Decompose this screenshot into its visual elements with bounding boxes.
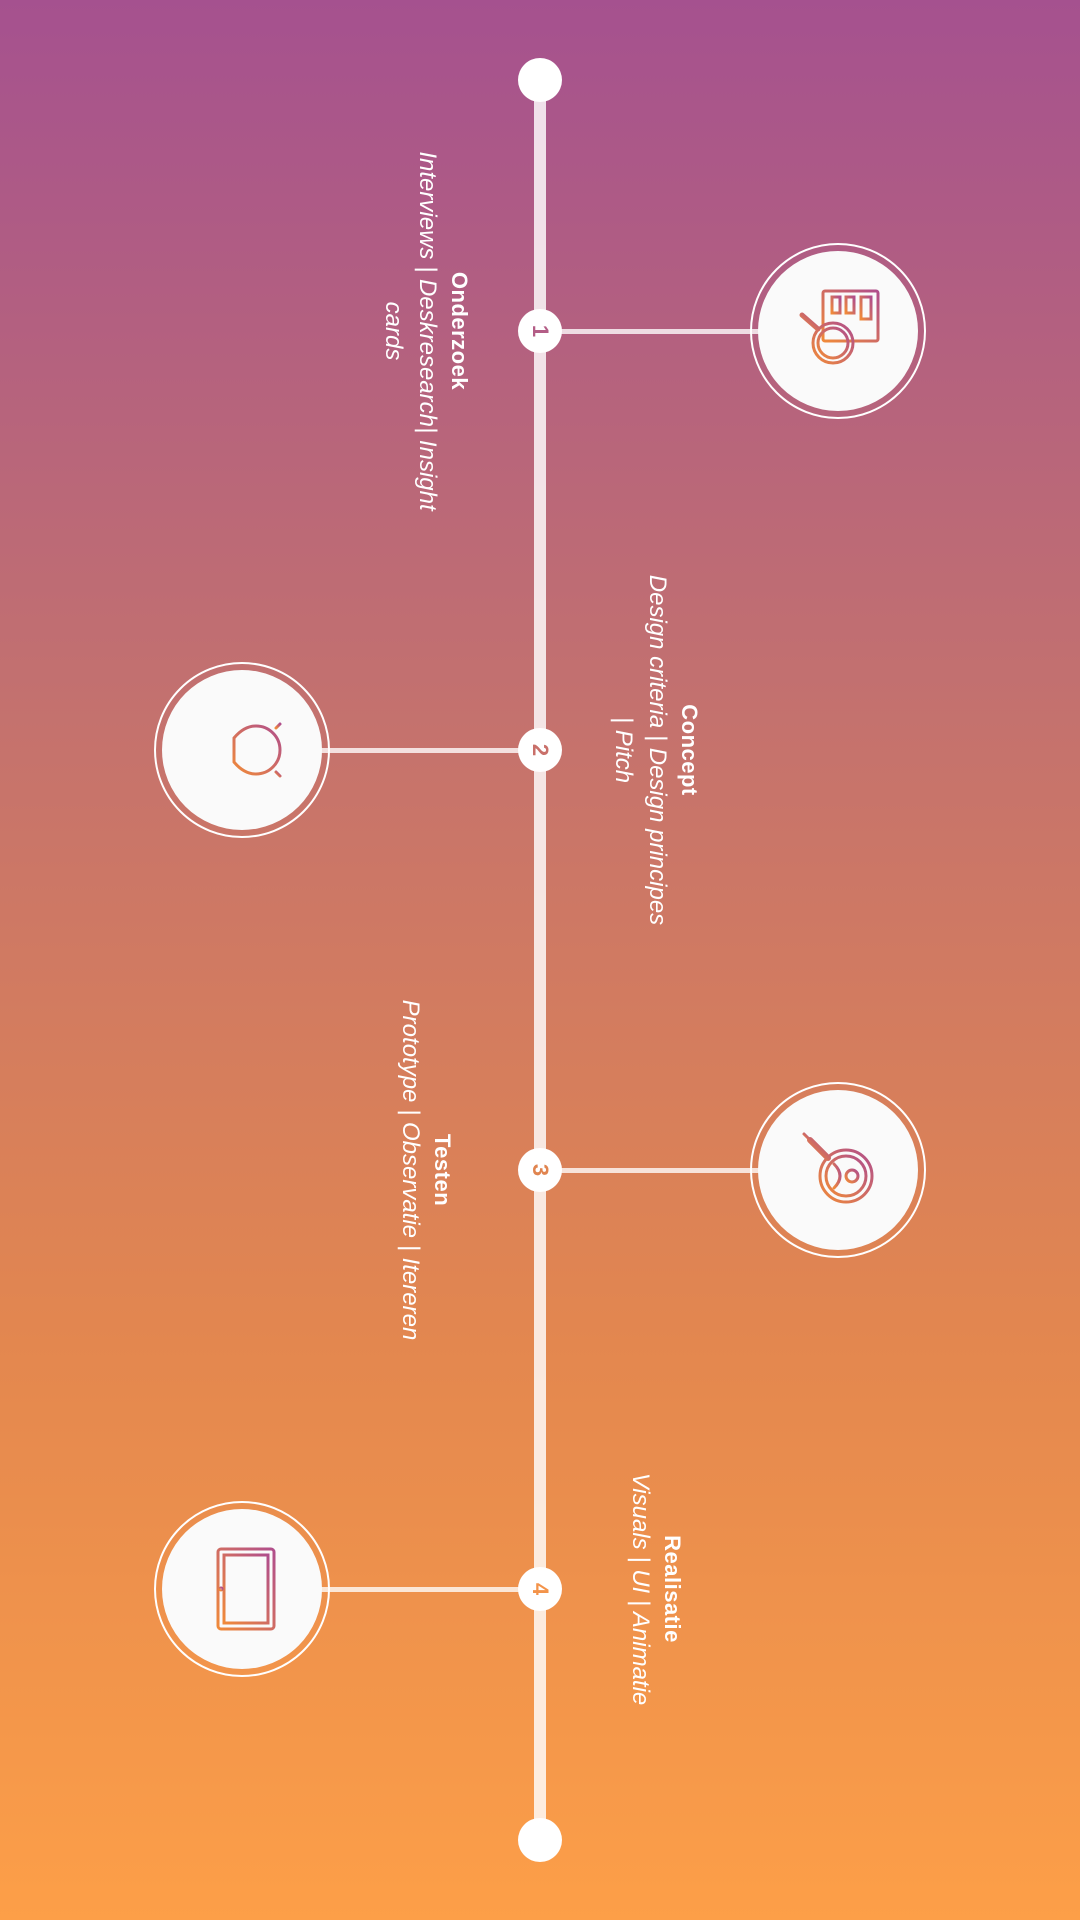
research-magnifier-icon [799,289,880,365]
step-2-number-badge: 2 [518,728,562,772]
step-3-description: Prototype | Observatie | Itereren [397,999,424,1341]
step-4-label: Realisatie Visuals | UI | Animatie [623,1409,687,1769]
step-1-connector [540,329,840,334]
step-4-number-badge: 4 [518,1567,562,1611]
step-3-icon-badge [750,1082,926,1258]
timeline-track [534,80,546,1840]
timeline-start-dot [518,58,562,102]
step-1-title: Onderzoek [447,271,472,391]
step-2-description: Design criteria | Design principes | Pit… [610,574,671,926]
step-4-number: 4 [528,1582,553,1596]
step-1-description: Interviews | Deskresearch| Insight cards [380,151,441,511]
step-1-label: Onderzoek Interviews | Deskresearch| Ins… [376,151,474,511]
monitor-icon [201,1547,276,1631]
step-1-icon-badge [750,243,926,419]
step-3-connector [540,1168,840,1173]
step-4-connector [242,1587,540,1592]
step-4-icon-badge [154,1501,330,1677]
user-magnifier-icon [802,1132,874,1204]
step-4-description: Visuals | UI | Animatie [627,1472,654,1706]
step-3-title: Testen [430,1133,455,1207]
timeline-end-dot [518,1818,562,1862]
step-2-label: Concept Design criteria | Design princip… [606,570,704,930]
step-2-connector [242,748,540,753]
step-2-number: 2 [528,743,553,757]
step-4-title: Realisatie [660,1535,685,1643]
step-3-number-badge: 3 [518,1148,562,1192]
step-2-icon-badge [154,662,330,838]
lightbulb-icon [206,712,292,788]
step-3-label: Testen Prototype | Observatie | Itereren [393,990,457,1350]
step-1-number-badge: 1 [518,309,562,353]
step-2-title: Concept [677,704,702,796]
step-1-number: 1 [528,324,553,338]
step-3-number: 3 [528,1163,553,1177]
